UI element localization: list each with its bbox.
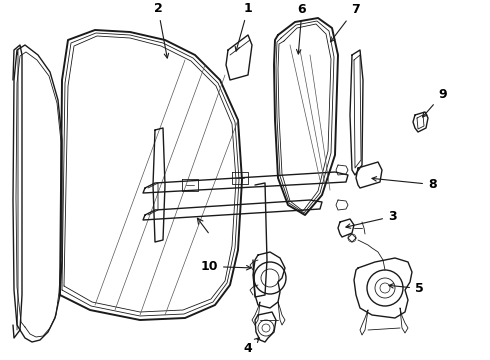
Text: 3: 3 xyxy=(346,210,396,228)
Text: 9: 9 xyxy=(423,88,446,117)
Text: 5: 5 xyxy=(389,282,424,295)
Text: 7: 7 xyxy=(330,3,359,42)
Text: 10: 10 xyxy=(200,260,251,273)
Text: 2: 2 xyxy=(154,2,169,58)
Text: 4: 4 xyxy=(244,338,259,355)
Text: 8: 8 xyxy=(372,177,437,191)
Text: 6: 6 xyxy=(296,3,306,54)
Text: 1: 1 xyxy=(235,2,252,51)
